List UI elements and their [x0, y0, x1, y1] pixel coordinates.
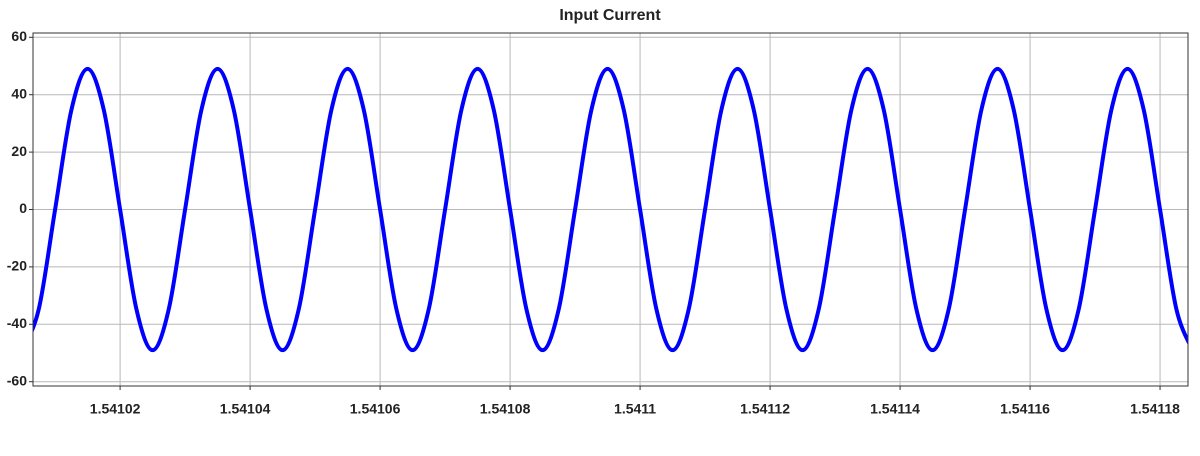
x-tick-label: 1.54106	[350, 401, 401, 417]
y-tick-label: -60	[7, 372, 27, 388]
x-tick-label: 1.5411	[614, 401, 656, 417]
signal-line	[33, 66, 1188, 353]
y-tick-label: 20	[11, 143, 27, 159]
x-tick-label: 1.54116	[1000, 401, 1050, 417]
plot-border	[32, 32, 1189, 387]
chart-title: Input Current	[559, 7, 661, 24]
x-tick-label: 1.54112	[740, 401, 790, 417]
y-tick-label: 60	[11, 28, 27, 44]
x-tick-label: 1.54108	[480, 401, 531, 417]
x-tick-label: 1.54102	[90, 401, 141, 417]
y-tick-label: -20	[7, 258, 27, 274]
x-tick-label: 1.54104	[220, 401, 271, 417]
x-tick-label: 1.54114	[870, 401, 920, 417]
plot-clip	[33, 66, 1188, 353]
y-tick-label: -40	[7, 315, 27, 331]
y-tick-label: 40	[11, 85, 27, 101]
x-tick-label: 1.54118	[1130, 401, 1180, 417]
y-tick-label: 0	[19, 200, 27, 216]
